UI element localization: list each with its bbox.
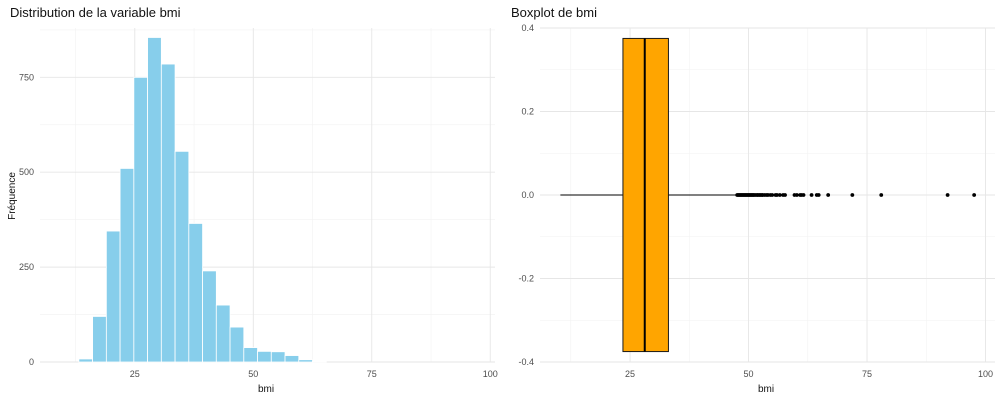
boxplot-y-tick-label: 0.2	[521, 107, 534, 117]
boxplot-title: Boxplot de bmi	[511, 5, 597, 20]
histogram-bar	[298, 359, 313, 363]
boxplot-x-tick-label: 100	[978, 369, 993, 379]
histogram-y-tick-label: 0	[29, 357, 34, 367]
histogram-y-tick-label: 250	[19, 262, 34, 272]
histogram-bar	[133, 76, 148, 363]
boxplot-outlier-point	[879, 193, 884, 197]
histogram-title: Distribution de la variable bmi	[10, 5, 181, 20]
histogram-bar	[160, 63, 176, 363]
boxplot-outlier-point	[945, 193, 950, 197]
histogram-bar	[257, 350, 272, 363]
boxplot-x-tick-label: 50	[744, 369, 754, 379]
boxplot-outlier-point	[777, 193, 782, 197]
histogram-x-tick-label: 100	[483, 369, 498, 379]
boxplot-x-tick-label: 75	[862, 369, 872, 379]
boxplot-outlier-point	[801, 193, 806, 197]
boxplot-panel: Boxplot de bmi bmi 25 50 75 100 -0.4 -0.2 0.0 0…	[511, 5, 995, 395]
histogram-bar	[284, 355, 300, 363]
histogram-bar	[147, 37, 162, 363]
boxplot-outlier-point	[816, 193, 821, 197]
boxplot-outlier-point	[826, 193, 831, 197]
boxplot-y-tick-label: -0.4	[518, 357, 534, 367]
histogram-bar	[243, 347, 258, 363]
boxplot-y-tick-label: 0.4	[521, 23, 534, 33]
histogram-bar	[105, 230, 121, 363]
boxplot-outlier-point	[770, 193, 775, 197]
histogram-panel: Distribution de la variable bmi bmi Fréq…	[7, 5, 498, 395]
histogram-bar	[215, 304, 231, 363]
histogram-x-tick-label: 75	[367, 369, 377, 379]
boxplot-y-tick-label: 0.0	[521, 190, 534, 200]
boxplot-outlier-point	[850, 193, 855, 197]
boxplot-y-tick-label: -0.2	[518, 274, 534, 284]
histogram-y-tick-label: 750	[19, 72, 34, 82]
histogram-bar	[119, 168, 135, 363]
boxplot-outlier-point	[809, 193, 814, 197]
boxplot-outlier-point	[972, 193, 977, 197]
boxplot-x-tick-label: 25	[625, 369, 635, 379]
histogram-y-tick-label: 500	[19, 167, 34, 177]
histogram-bar	[174, 150, 190, 363]
histogram-bar	[92, 316, 107, 363]
boxplot-x-axis-label: bmi	[758, 384, 774, 395]
histogram-bar	[202, 270, 217, 363]
boxplot-outlier-point	[775, 193, 779, 197]
histogram-x-axis-label: bmi	[258, 384, 274, 395]
histogram-bar	[78, 358, 94, 363]
histogram-y-axis-label: Fréquence	[7, 172, 18, 220]
histogram-bar	[229, 326, 245, 363]
boxplot-outlier-point	[783, 193, 787, 197]
histogram-x-tick-label: 25	[130, 369, 140, 379]
histogram-bar	[270, 351, 286, 363]
histogram-x-tick-label: 50	[248, 369, 258, 379]
histogram-bar	[312, 360, 327, 363]
histogram-bar	[188, 223, 203, 363]
boxplot-outlier-point	[794, 193, 799, 197]
